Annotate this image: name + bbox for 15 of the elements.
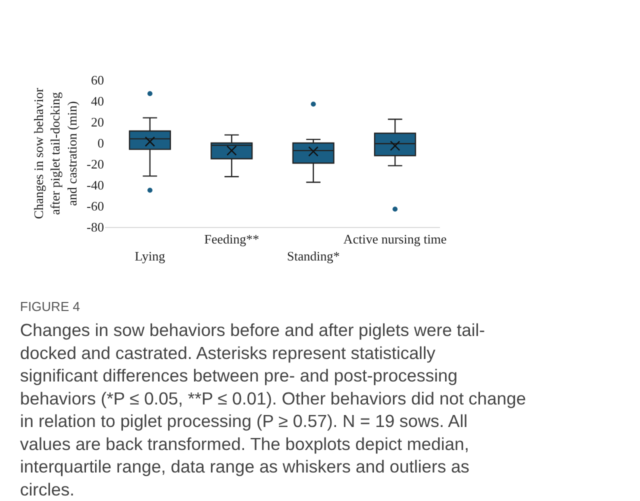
x-tick-label: Feeding** [204, 232, 260, 247]
x-tick-label: Active nursing time [343, 232, 447, 247]
y-tick-label: 60 [91, 72, 104, 88]
y-tick-label: -20 [86, 156, 104, 172]
y-tick-label: 20 [91, 114, 104, 130]
y-axis-title: Changes in sow behavior after piglet tail-docking and castration (min) [30, 87, 80, 220]
y-tick-label: 0 [98, 136, 104, 151]
y-tick-label: -80 [86, 220, 104, 235]
text: Changes in sow behaviors before and after piglets were tail-docked and castrated. Asterisks represent statistically significant differences between pre- and post-processing behaviors (*P ≤ 0.05, **P ≤ 0.01). Other behaviors did not change in relation to piglet processing (P ≥ 0.57). N = 19 sows. All values are back transformed. The boxplots depict median, interquartile range, data range as whiskers and outliers as circles. [20, 320, 526, 500]
x-tick-label: Lying [134, 248, 166, 264]
y-tick-label: -60 [86, 198, 104, 214]
x-tick-label: Standing* [286, 248, 340, 264]
caption: FIGURE 4 [20, 299, 80, 314]
y-tick-label: 40 [91, 94, 104, 109]
y-tick-label: -40 [86, 178, 104, 193]
